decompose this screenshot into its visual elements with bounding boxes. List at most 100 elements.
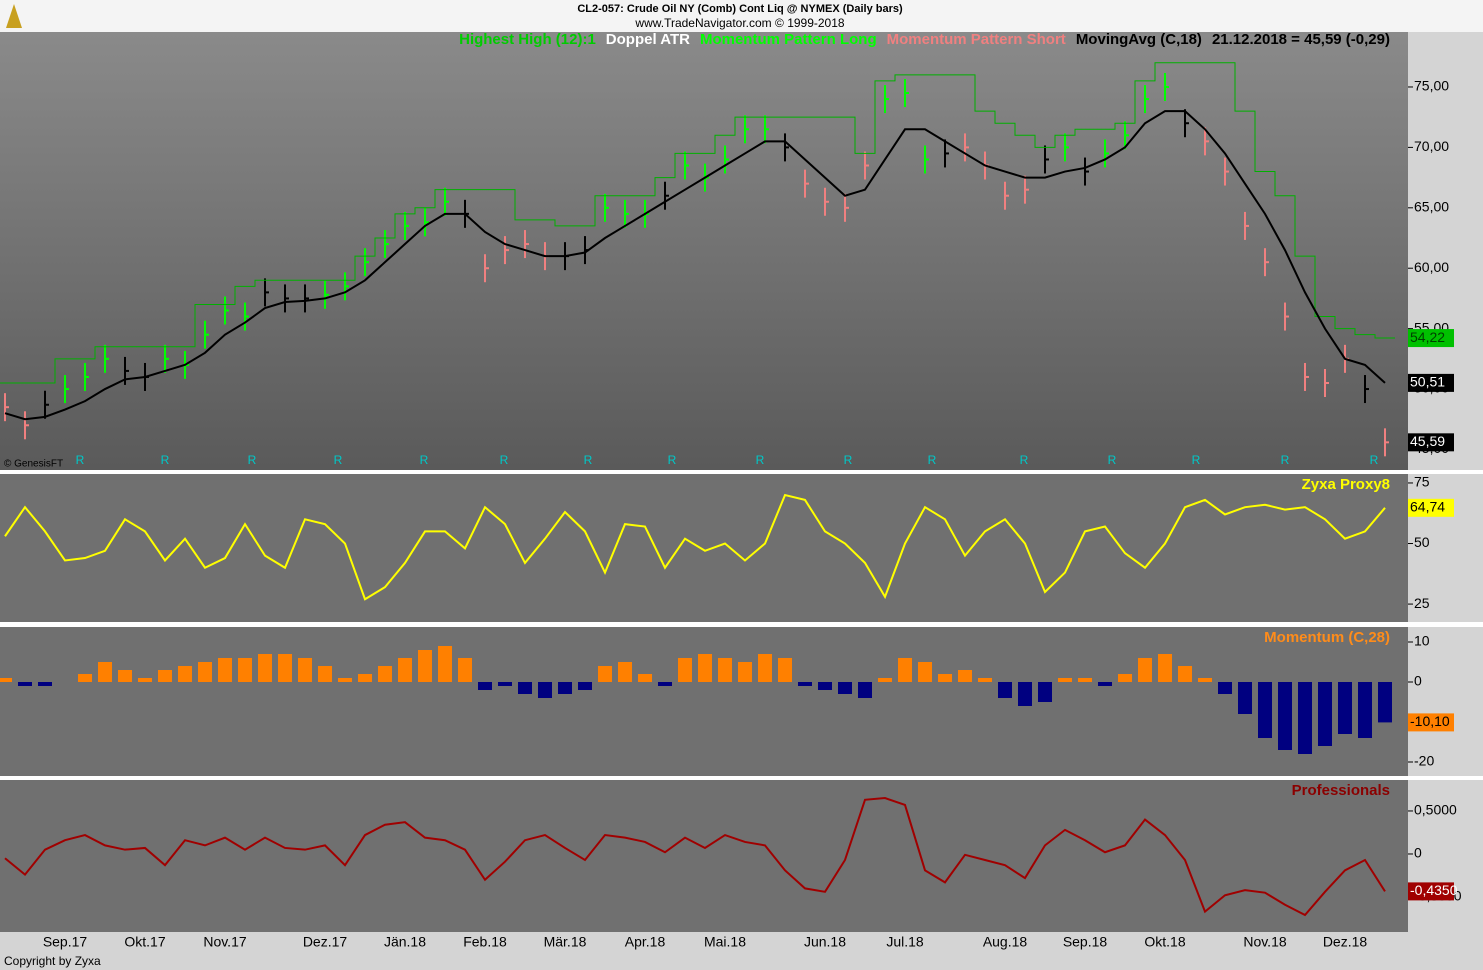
bar [1078, 678, 1092, 682]
x-tick-label: Mai.18 [704, 934, 746, 950]
bar [118, 670, 132, 682]
event-marker: R [76, 453, 85, 467]
bar [1118, 674, 1132, 682]
highest-high [0, 62, 1395, 384]
bar [718, 658, 732, 682]
x-tick-label: Jul.18 [886, 934, 924, 950]
bar [238, 658, 252, 682]
y-tick-label: 75,00 [1414, 78, 1449, 94]
legend-entry: 21.12.2018 = 45,59 (-0,29) [1212, 31, 1390, 48]
event-marker: R [161, 453, 170, 467]
y-tick-label: -20 [1414, 753, 1434, 769]
value-tag: 64,74 [1410, 499, 1445, 515]
bar [1158, 654, 1172, 682]
bar [298, 658, 312, 682]
bar [278, 654, 292, 682]
x-tick-label: Sep.17 [43, 934, 88, 950]
bar [458, 658, 472, 682]
title: CL2-057: Crude Oil NY (Comb) Cont Liq @ … [577, 3, 903, 15]
event-marker: R [1108, 453, 1117, 467]
bar [898, 658, 912, 682]
bar [218, 658, 232, 682]
legend-entry: Momentum Pattern Long [700, 31, 877, 48]
bar [338, 678, 352, 682]
bar [1278, 682, 1292, 750]
bar [1038, 682, 1052, 702]
bar [18, 682, 32, 686]
bar [598, 666, 612, 682]
bar [1238, 682, 1252, 714]
bar [738, 662, 752, 682]
bar [1058, 678, 1072, 682]
bar [1098, 682, 1112, 686]
event-marker: R [248, 453, 257, 467]
value-tag: -10,10 [1410, 713, 1450, 729]
bar [438, 646, 452, 682]
y-tick-label: 25 [1414, 595, 1430, 611]
bar [918, 662, 932, 682]
bar [618, 662, 632, 682]
bar [658, 682, 672, 686]
separator [0, 470, 1483, 474]
legend-entry: MovingAvg (C,18) [1076, 31, 1202, 48]
y-tick-label: 60,00 [1414, 259, 1449, 275]
event-marker: R [1020, 453, 1029, 467]
x-tick-label: Okt.18 [1144, 934, 1185, 950]
event-marker: R [334, 453, 343, 467]
legend-entry: Doppel ATR [606, 31, 690, 48]
value-tag-bg [1408, 373, 1454, 392]
x-tick-label: Sep.18 [1063, 934, 1108, 950]
x-tick-label: Aug.18 [983, 934, 1028, 950]
bar [1298, 682, 1312, 754]
source: © GenesisFT [4, 459, 63, 470]
value-tag-bg [1408, 329, 1454, 348]
bar [1138, 658, 1152, 682]
event-marker: R [1281, 453, 1290, 467]
value-tag: -0,4350 [1410, 882, 1458, 898]
logo [6, 4, 22, 28]
x-tick-label: Jän.18 [384, 934, 426, 950]
bar [158, 670, 172, 682]
bar [978, 678, 992, 682]
subtitle: www.TradeNavigator.com © 1999-2018 [634, 16, 844, 30]
bar [1178, 666, 1192, 682]
event-marker: R [928, 453, 937, 467]
x-tick-label: Nov.18 [1243, 934, 1287, 950]
value-tag-bg [1408, 433, 1454, 452]
x-tick-label: Okt.17 [124, 934, 165, 950]
bar [78, 674, 92, 682]
bar [478, 682, 492, 690]
bar [398, 658, 412, 682]
bar [358, 674, 372, 682]
bar [798, 682, 812, 686]
panel-title: Professionals [1292, 782, 1390, 799]
event-marker: R [756, 453, 765, 467]
bar [418, 650, 432, 682]
bar [698, 654, 712, 682]
bar [1198, 678, 1212, 682]
y-tick-label: 70,00 [1414, 138, 1449, 154]
legend-entry: Highest High (12):1 [459, 31, 596, 48]
bar [138, 678, 152, 682]
bar [638, 674, 652, 682]
x-tick-label: Jun.18 [804, 934, 846, 950]
panel-title: Zyxa Proxy8 [1302, 476, 1390, 493]
bar [538, 682, 552, 698]
y-tick-label: 0,5000 [1414, 802, 1457, 818]
separator [0, 776, 1483, 780]
value-tag-bg [1408, 882, 1454, 901]
value-tag: 45,59 [1410, 433, 1445, 449]
event-marker: R [844, 453, 853, 467]
value-tag: 50,51 [1410, 374, 1445, 390]
bar [818, 682, 832, 690]
line [4, 493, 1386, 601]
x-tick-label: Mär.18 [544, 934, 587, 950]
bar [258, 654, 272, 682]
bar [178, 666, 192, 682]
bar [1358, 682, 1372, 738]
line [4, 797, 1386, 917]
bar [1018, 682, 1032, 706]
value-tag-bg [1408, 713, 1454, 732]
panel-bg [0, 780, 1408, 932]
header-bg [0, 0, 1483, 32]
